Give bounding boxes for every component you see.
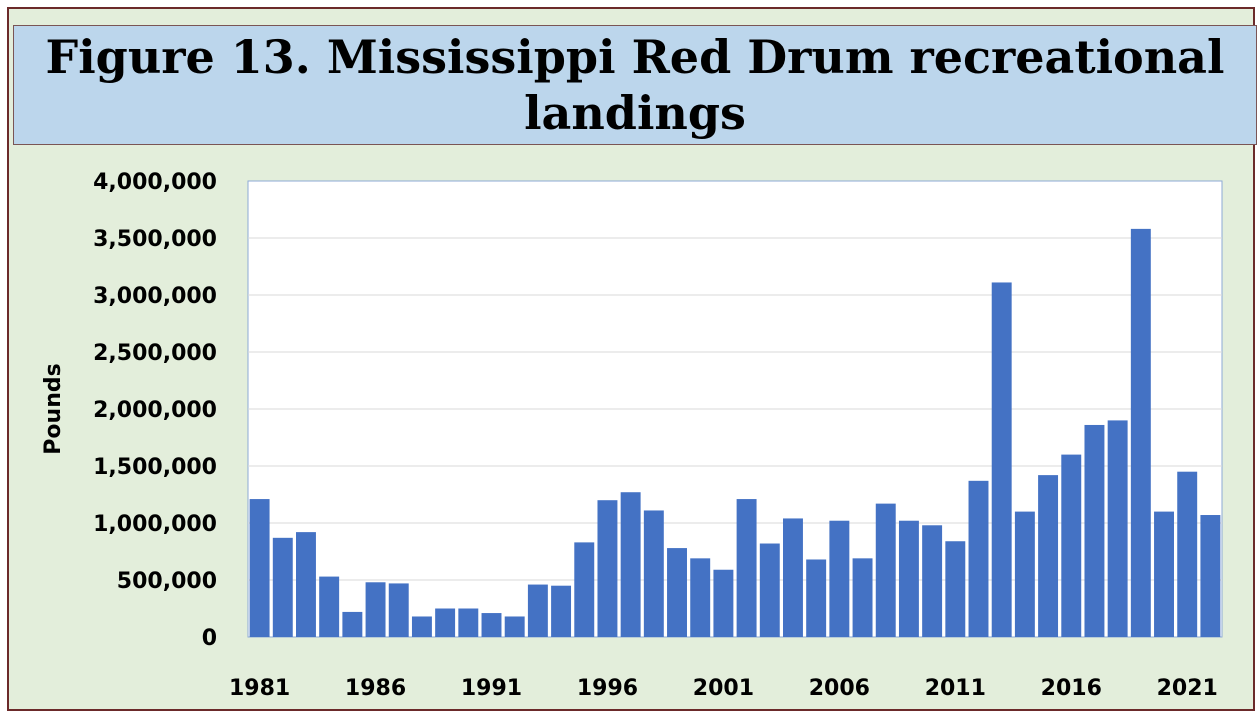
- bar-2018: [1107, 420, 1128, 637]
- bar-2007: [852, 558, 873, 637]
- bar-2004: [783, 518, 803, 637]
- bar-2019: [1130, 228, 1151, 637]
- bar-1981: [249, 499, 270, 637]
- x-tick-label: 1986: [345, 676, 406, 701]
- bar-1991: [481, 613, 502, 637]
- bar-1983: [296, 532, 316, 637]
- bar-2017: [1084, 424, 1105, 637]
- bar-2012: [968, 480, 989, 637]
- x-tick-label: 1996: [577, 676, 638, 701]
- bar-2021: [1177, 471, 1198, 637]
- x-tick-label: 1981: [229, 676, 290, 701]
- y-tick-label: 1,000,000: [93, 512, 217, 537]
- bar-1994: [551, 585, 572, 637]
- y-tick-label: 0: [202, 626, 217, 651]
- bar-1993: [527, 584, 548, 637]
- bar-2013: [991, 282, 1012, 637]
- bar-2005: [806, 559, 827, 637]
- bar-1989: [435, 608, 456, 637]
- bar-1995: [574, 542, 595, 637]
- bar-2015: [1038, 475, 1059, 637]
- y-axis-ticks: 0 500,000 1,000,000 1,500,000 2,000,000 2,500…: [93, 170, 217, 651]
- x-tick-label: 2006: [809, 676, 870, 701]
- bar-1997: [620, 492, 641, 637]
- bar-1984: [319, 576, 340, 637]
- bars: [249, 228, 1221, 637]
- bar-2010: [922, 525, 943, 637]
- x-tick-label: 2001: [693, 676, 754, 701]
- bar-1982: [272, 537, 293, 637]
- bar-2008: [875, 503, 896, 637]
- y-tick-label: 500,000: [117, 569, 217, 594]
- bar-2014: [1014, 511, 1035, 637]
- bar-1988: [411, 616, 432, 637]
- y-axis-title: Pounds: [41, 363, 66, 454]
- bar-2003: [759, 543, 780, 637]
- bar-2002: [736, 499, 757, 637]
- bar-2001: [713, 569, 734, 637]
- title-banner: Figure 13. Mississippi Red Drum recreati…: [13, 25, 1257, 145]
- bar-2022: [1200, 515, 1221, 637]
- y-tick-label: 1,500,000: [93, 455, 217, 480]
- x-tick-label: 1991: [461, 676, 522, 701]
- bar-2020: [1154, 511, 1174, 637]
- bar-1992: [504, 616, 525, 637]
- x-tick-label: 2016: [1041, 676, 1102, 701]
- bar-2000: [690, 558, 711, 637]
- bar-1986: [365, 582, 386, 637]
- bar-1985: [342, 611, 363, 637]
- y-tick-label: 2,500,000: [93, 341, 217, 366]
- y-tick-label: 3,000,000: [93, 284, 217, 309]
- gridlines: [248, 237, 1222, 581]
- bar-2016: [1061, 454, 1082, 637]
- bar-1996: [597, 500, 618, 637]
- x-tick-label: 2021: [1157, 676, 1218, 701]
- y-tick-label: 2,000,000: [93, 398, 217, 423]
- bar-2009: [898, 520, 919, 637]
- bar-2006: [829, 520, 850, 637]
- bar-1999: [667, 548, 687, 637]
- bar-1990: [458, 608, 479, 637]
- chart-title: Figure 13. Mississippi Red Drum recreati…: [45, 30, 1225, 140]
- x-axis-ticks: 1981 1986 1991 1996 2001 2006 2011 2016 2021: [229, 676, 1218, 701]
- bar-1987: [388, 583, 409, 637]
- y-tick-label: 3,500,000: [93, 227, 217, 252]
- x-tick-label: 2011: [925, 676, 986, 701]
- bar-1998: [643, 510, 664, 637]
- bar-2011: [945, 541, 966, 637]
- y-tick-label: 4,000,000: [93, 170, 217, 195]
